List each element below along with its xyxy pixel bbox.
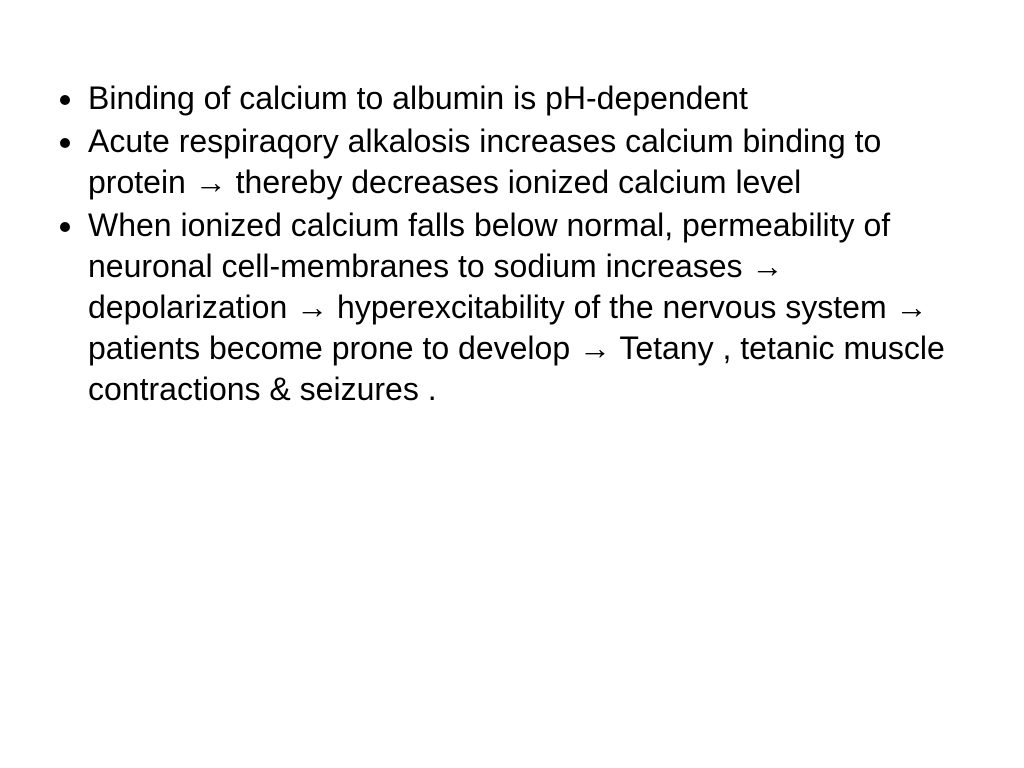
bullet-text: depolarization	[88, 289, 296, 325]
bullet-text: Binding of calcium to albumin is pH-depe…	[88, 80, 748, 116]
bullet-item: When ionized calcium falls below normal,…	[86, 205, 984, 410]
arrow-icon: →	[751, 246, 783, 287]
bullet-text: thereby decreases ionized calcium level	[227, 164, 802, 200]
arrow-icon: →	[195, 162, 227, 203]
bullet-text: patients become prone to develop	[88, 330, 579, 366]
bullet-item: Binding of calcium to albumin is pH-depe…	[86, 78, 984, 119]
bullet-text: hyperexcitability of the nervous system	[328, 289, 895, 325]
bullet-list: Binding of calcium to albumin is pH-depe…	[40, 78, 984, 410]
bullet-item: Acute respiraqory alkalosis increases ca…	[86, 121, 984, 203]
arrow-icon: →	[896, 287, 928, 328]
arrow-icon: →	[296, 287, 328, 328]
arrow-icon: →	[579, 328, 611, 369]
slide: Binding of calcium to albumin is pH-depe…	[0, 0, 1024, 768]
